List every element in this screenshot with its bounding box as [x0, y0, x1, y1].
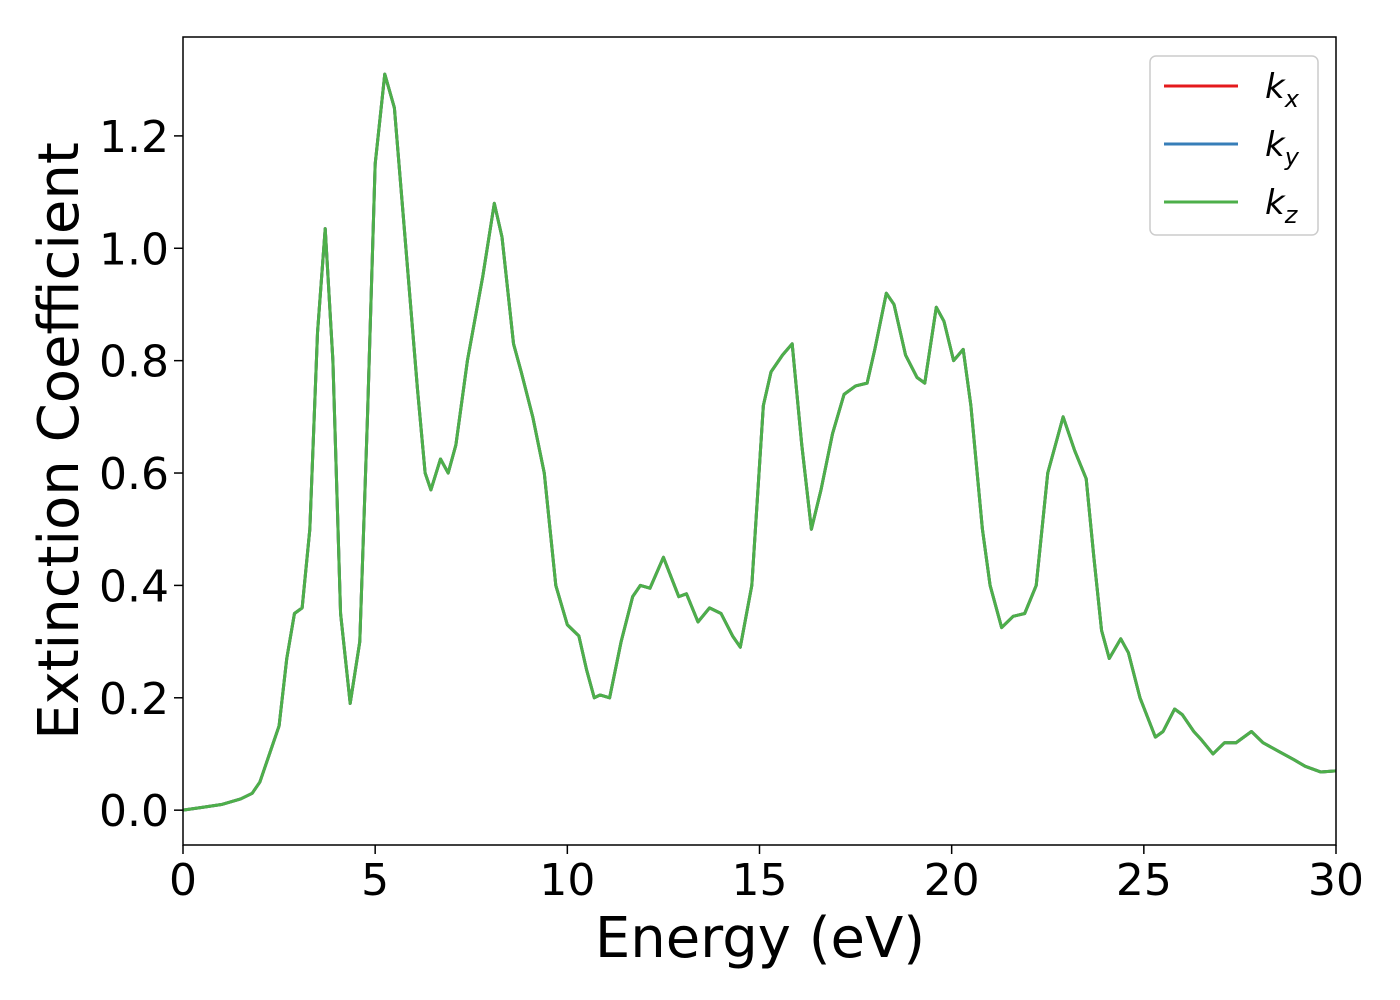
y-tick-label: 0.2 [99, 674, 169, 725]
y-tick-label: 0.8 [99, 337, 169, 388]
legend-label: kx [1265, 67, 1300, 113]
plot-frame [182, 36, 1337, 846]
legend-label-main: k [1265, 183, 1286, 223]
x-tick-label: 5 [361, 855, 389, 906]
x-axis-label: Energy (eV) [595, 906, 925, 971]
legend-label-main: k [1265, 67, 1286, 107]
legend-label-sub: y [1284, 143, 1300, 171]
y-axis-label: Extinction Coefficient [27, 142, 92, 740]
data-line [182, 72, 1337, 812]
x-tick-label: 0 [169, 855, 197, 906]
legend-label-main: k [1265, 125, 1286, 165]
x-tick-label: 30 [1308, 855, 1364, 906]
y-tick-label: 0.0 [99, 786, 169, 837]
y-tick-label: 0.4 [99, 561, 169, 612]
legend-label-sub: x [1284, 85, 1300, 113]
x-tick-label: 20 [924, 855, 980, 906]
x-tick-label: 10 [539, 855, 595, 906]
legend-label: ky [1265, 125, 1300, 171]
x-tick-label: 15 [732, 855, 788, 906]
legend-label: kz [1265, 183, 1299, 229]
y-tick-label: 1.0 [99, 224, 169, 275]
x-tick-label: 25 [1116, 855, 1172, 906]
y-tick-label: 0.6 [99, 449, 169, 500]
legend-label-sub: z [1284, 201, 1299, 229]
y-tick-label: 1.2 [99, 112, 169, 163]
